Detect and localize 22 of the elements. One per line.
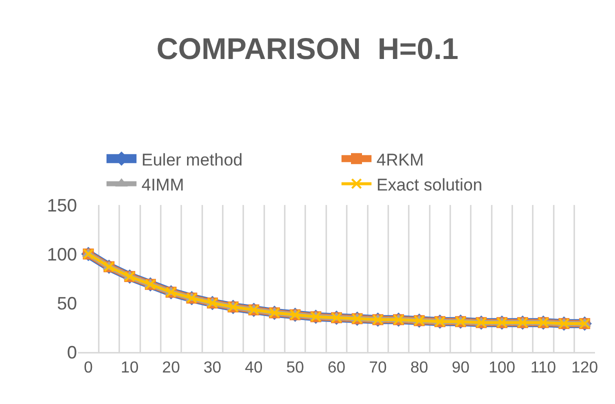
chart-title: COMPARISON H=0.1 xyxy=(156,32,459,66)
x-tick-label: 80 xyxy=(410,360,428,377)
x-tick-label: 60 xyxy=(328,360,346,377)
y-tick-label: 150 xyxy=(46,195,77,216)
x-tick-label: 120 xyxy=(571,360,598,377)
x-tick-label: 110 xyxy=(530,360,556,377)
x-tick-label: 20 xyxy=(162,360,180,377)
x-tick-label: 30 xyxy=(204,360,222,377)
x-tick-label: 100 xyxy=(488,360,516,377)
x-tick-label: 0 xyxy=(84,360,93,377)
y-tick-label: 0 xyxy=(66,342,77,362)
x-tick-label: 90 xyxy=(452,360,470,377)
x-tick-label: 70 xyxy=(368,360,387,377)
y-tick-label: 50 xyxy=(56,293,77,314)
x-tick-label: 10 xyxy=(120,360,139,377)
legend-label: Exact solution xyxy=(376,175,482,194)
y-tick-label: 100 xyxy=(46,244,77,264)
legend-label: 4IMM xyxy=(142,175,184,194)
legend-label: 4RKM xyxy=(376,150,424,170)
x-tick-label: 40 xyxy=(244,360,263,377)
x-tick-label: 50 xyxy=(286,360,304,377)
legend-label: Euler method xyxy=(142,150,243,170)
